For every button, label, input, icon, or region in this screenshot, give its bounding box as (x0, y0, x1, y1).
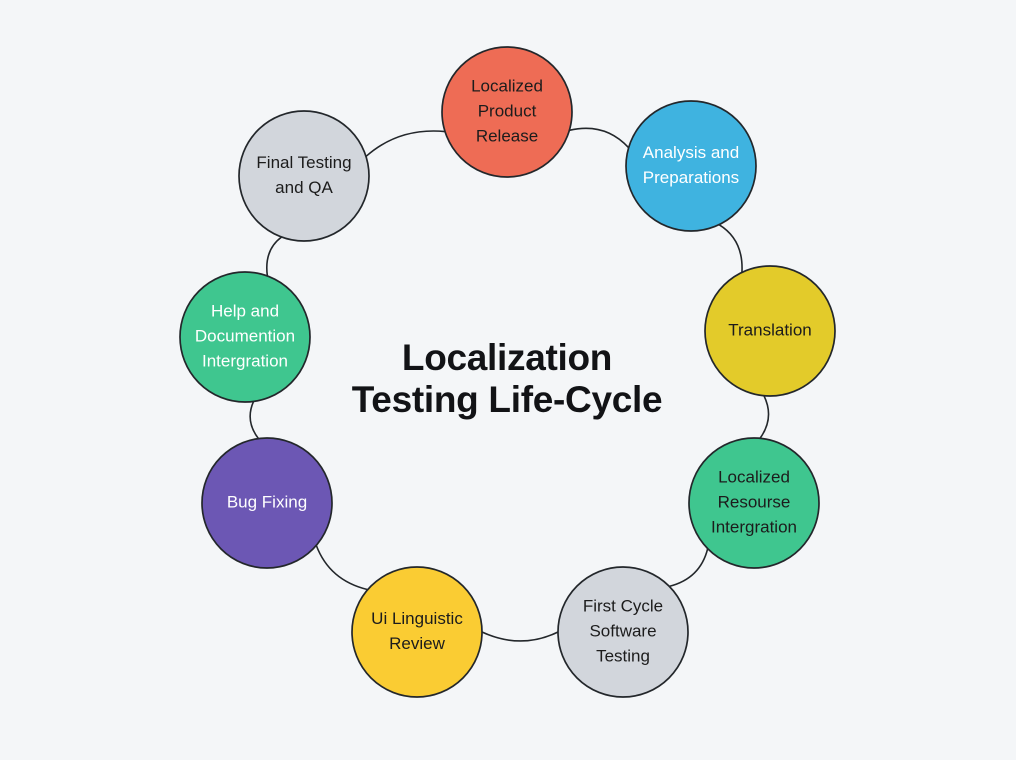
node-circle-translation[interactable] (704, 265, 836, 397)
node-circle-localized-resourse-intergration[interactable] (688, 437, 820, 569)
connector-translation-to-localized-resourse-intergration (759, 395, 770, 439)
connector-bug-fixing-to-help-and-documention-intergration (249, 401, 260, 440)
connector-localized-resourse-intergration-to-first-cycle-software-testing (669, 548, 709, 588)
center-title-line-2: Testing Life-Cycle (352, 379, 663, 420)
node-bug-fixing[interactable]: Bug Fixing (201, 437, 333, 569)
connectors-group (249, 127, 770, 642)
node-translation[interactable]: Translation (704, 265, 836, 397)
connector-first-cycle-software-testing-to-ui-linguistic-review (481, 631, 559, 642)
connector-analysis-and-preparations-to-translation (718, 223, 743, 273)
node-circle-final-testing-and-qa[interactable] (238, 110, 370, 242)
center-title: Localization Testing Life-Cycle (352, 337, 663, 420)
node-circle-bug-fixing[interactable] (201, 437, 333, 569)
connector-ui-linguistic-review-to-bug-fixing (315, 545, 368, 591)
connector-final-testing-and-qa-to-localized-product-release (365, 130, 446, 158)
node-circle-analysis-and-preparations[interactable] (625, 100, 757, 232)
node-circle-first-cycle-software-testing[interactable] (557, 566, 689, 698)
node-circle-localized-product-release[interactable] (441, 46, 573, 178)
node-circle-ui-linguistic-review[interactable] (351, 566, 483, 698)
center-title-line-1: Localization (402, 337, 612, 378)
connector-localized-product-release-to-analysis-and-preparations (569, 127, 630, 149)
node-circle-help-and-documention-intergration[interactable] (179, 271, 311, 403)
connector-help-and-documention-intergration-to-final-testing-and-qa (266, 236, 283, 277)
